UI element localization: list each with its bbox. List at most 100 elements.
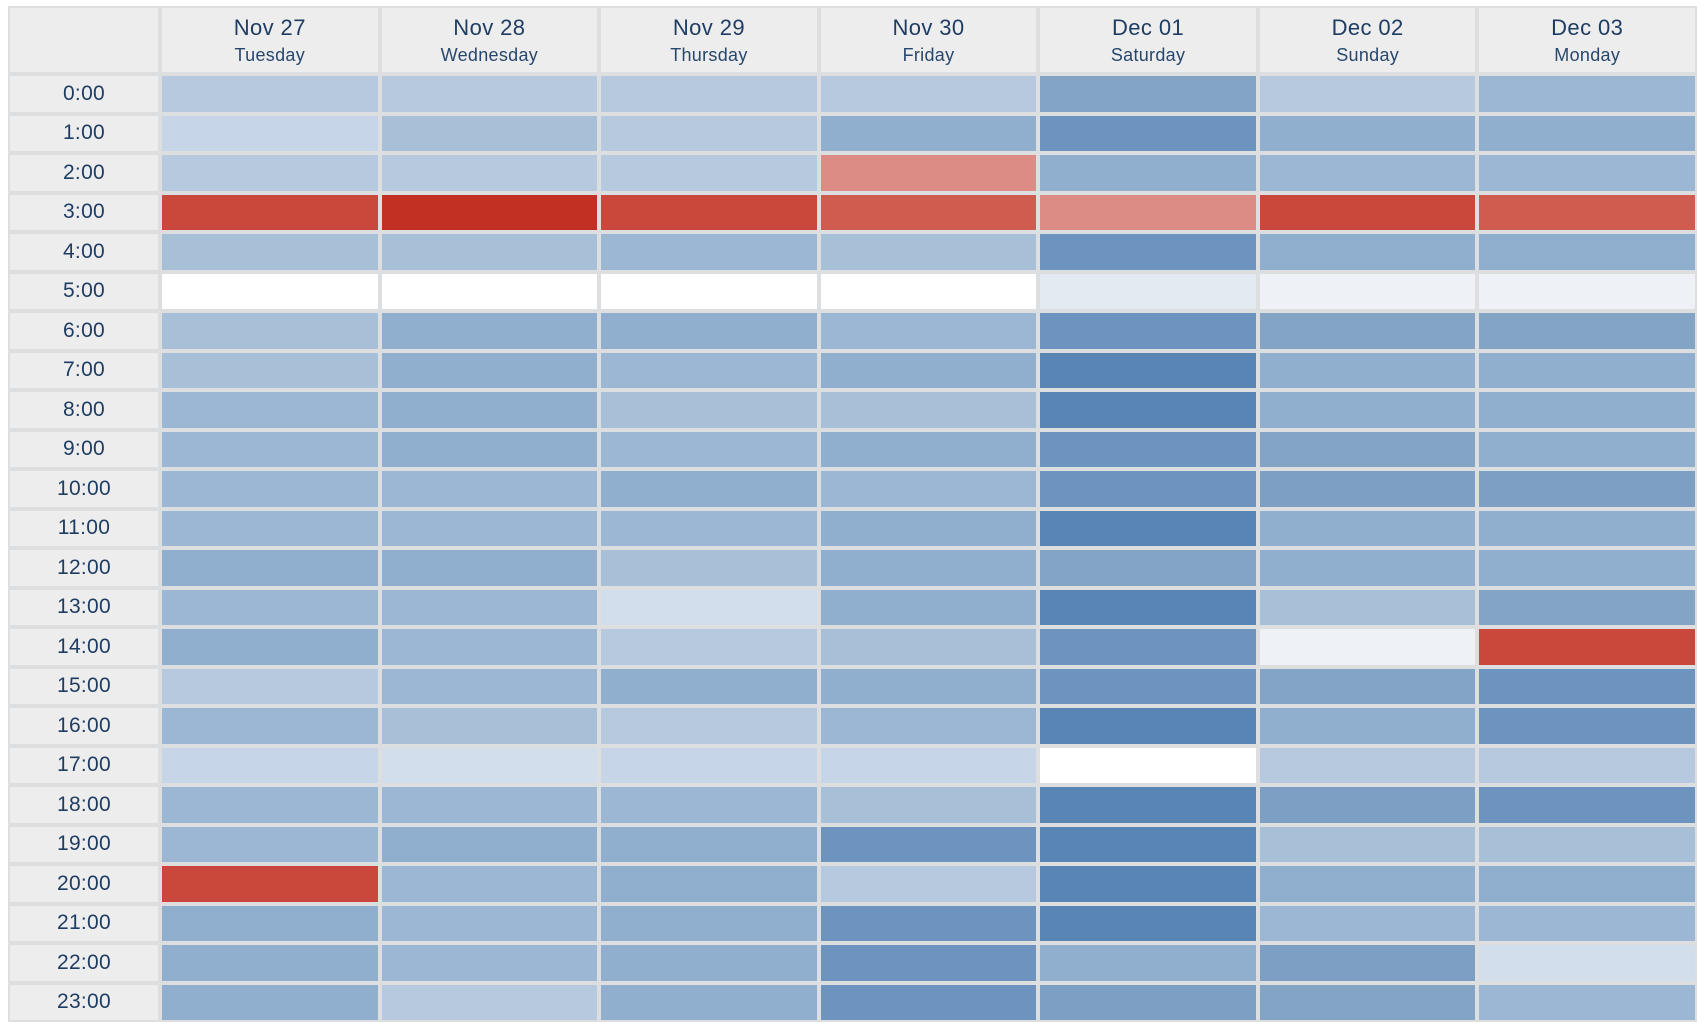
heatmap-cell[interactable] — [1259, 115, 1476, 151]
heatmap-cell[interactable] — [1479, 708, 1695, 744]
heatmap-cell[interactable] — [1259, 866, 1476, 902]
heatmap-cell[interactable] — [820, 234, 1037, 270]
heatmap-cell[interactable] — [1259, 826, 1476, 862]
heatmap-cell[interactable] — [1259, 313, 1476, 349]
heatmap-cell[interactable] — [381, 76, 598, 112]
heatmap-cell[interactable] — [1479, 787, 1695, 823]
heatmap-cell[interactable] — [820, 352, 1037, 388]
heatmap-cell[interactable] — [381, 905, 598, 941]
heatmap-cell[interactable] — [1479, 747, 1695, 783]
heatmap-cell[interactable] — [820, 747, 1037, 783]
heatmap-cell[interactable] — [381, 866, 598, 902]
heatmap-cell[interactable] — [820, 392, 1037, 428]
heatmap-cell[interactable] — [381, 945, 598, 981]
heatmap-cell[interactable] — [1040, 392, 1256, 428]
heatmap-cell[interactable] — [820, 629, 1037, 665]
heatmap-cell[interactable] — [820, 115, 1037, 151]
heatmap-cell[interactable] — [601, 747, 817, 783]
heatmap-cell[interactable] — [162, 155, 378, 191]
heatmap-cell[interactable] — [162, 352, 378, 388]
heatmap-cell[interactable] — [381, 668, 598, 704]
heatmap-cell[interactable] — [162, 984, 378, 1020]
heatmap-cell[interactable] — [820, 76, 1037, 112]
heatmap-cell[interactable] — [162, 550, 378, 586]
heatmap-cell[interactable] — [381, 194, 598, 230]
heatmap-cell[interactable] — [1259, 984, 1476, 1020]
heatmap-cell[interactable] — [1259, 747, 1476, 783]
heatmap-cell[interactable] — [162, 629, 378, 665]
heatmap-cell[interactable] — [820, 550, 1037, 586]
heatmap-cell[interactable] — [820, 708, 1037, 744]
heatmap-cell[interactable] — [1479, 945, 1695, 981]
heatmap-cell[interactable] — [381, 747, 598, 783]
heatmap-cell[interactable] — [1259, 76, 1476, 112]
heatmap-cell[interactable] — [1040, 234, 1256, 270]
heatmap-cell[interactable] — [601, 155, 817, 191]
heatmap-cell[interactable] — [1479, 668, 1695, 704]
heatmap-cell[interactable] — [1479, 471, 1695, 507]
heatmap-cell[interactable] — [381, 313, 598, 349]
heatmap-cell[interactable] — [1040, 194, 1256, 230]
heatmap-cell[interactable] — [162, 826, 378, 862]
heatmap-cell[interactable] — [381, 708, 598, 744]
heatmap-cell[interactable] — [162, 905, 378, 941]
heatmap-cell[interactable] — [1479, 826, 1695, 862]
heatmap-cell[interactable] — [1479, 905, 1695, 941]
heatmap-cell[interactable] — [1040, 708, 1256, 744]
heatmap-cell[interactable] — [1259, 194, 1476, 230]
heatmap-cell[interactable] — [1259, 629, 1476, 665]
heatmap-cell[interactable] — [381, 550, 598, 586]
heatmap-cell[interactable] — [1040, 313, 1256, 349]
heatmap-cell[interactable] — [381, 234, 598, 270]
heatmap-cell[interactable] — [820, 510, 1037, 546]
heatmap-cell[interactable] — [1040, 787, 1256, 823]
heatmap-cell[interactable] — [381, 510, 598, 546]
heatmap-cell[interactable] — [1259, 668, 1476, 704]
heatmap-cell[interactable] — [820, 984, 1037, 1020]
heatmap-cell[interactable] — [601, 273, 817, 309]
heatmap-cell[interactable] — [1259, 273, 1476, 309]
heatmap-cell[interactable] — [601, 471, 817, 507]
heatmap-cell[interactable] — [1259, 352, 1476, 388]
heatmap-cell[interactable] — [1040, 905, 1256, 941]
heatmap-cell[interactable] — [1040, 984, 1256, 1020]
heatmap-cell[interactable] — [381, 352, 598, 388]
heatmap-cell[interactable] — [1040, 550, 1256, 586]
heatmap-cell[interactable] — [820, 471, 1037, 507]
heatmap-cell[interactable] — [162, 510, 378, 546]
heatmap-cell[interactable] — [601, 708, 817, 744]
heatmap-cell[interactable] — [601, 313, 817, 349]
heatmap-cell[interactable] — [601, 826, 817, 862]
heatmap-cell[interactable] — [162, 194, 378, 230]
heatmap-cell[interactable] — [601, 234, 817, 270]
heatmap-cell[interactable] — [820, 313, 1037, 349]
heatmap-cell[interactable] — [1040, 471, 1256, 507]
heatmap-cell[interactable] — [601, 194, 817, 230]
heatmap-cell[interactable] — [1040, 589, 1256, 625]
heatmap-cell[interactable] — [1259, 550, 1476, 586]
heatmap-cell[interactable] — [601, 431, 817, 467]
heatmap-cell[interactable] — [601, 945, 817, 981]
heatmap-cell[interactable] — [820, 589, 1037, 625]
heatmap-cell[interactable] — [601, 115, 817, 151]
heatmap-cell[interactable] — [162, 787, 378, 823]
heatmap-cell[interactable] — [381, 155, 598, 191]
heatmap-cell[interactable] — [1479, 392, 1695, 428]
heatmap-cell[interactable] — [381, 629, 598, 665]
heatmap-cell[interactable] — [601, 76, 817, 112]
heatmap-cell[interactable] — [162, 313, 378, 349]
heatmap-cell[interactable] — [601, 905, 817, 941]
heatmap-cell[interactable] — [1259, 471, 1476, 507]
heatmap-cell[interactable] — [1479, 431, 1695, 467]
heatmap-cell[interactable] — [381, 589, 598, 625]
heatmap-cell[interactable] — [1479, 866, 1695, 902]
heatmap-cell[interactable] — [1479, 352, 1695, 388]
heatmap-cell[interactable] — [1259, 905, 1476, 941]
heatmap-cell[interactable] — [1040, 115, 1256, 151]
heatmap-cell[interactable] — [162, 273, 378, 309]
heatmap-cell[interactable] — [820, 905, 1037, 941]
heatmap-cell[interactable] — [162, 471, 378, 507]
heatmap-cell[interactable] — [381, 431, 598, 467]
heatmap-cell[interactable] — [1040, 273, 1256, 309]
heatmap-cell[interactable] — [601, 866, 817, 902]
